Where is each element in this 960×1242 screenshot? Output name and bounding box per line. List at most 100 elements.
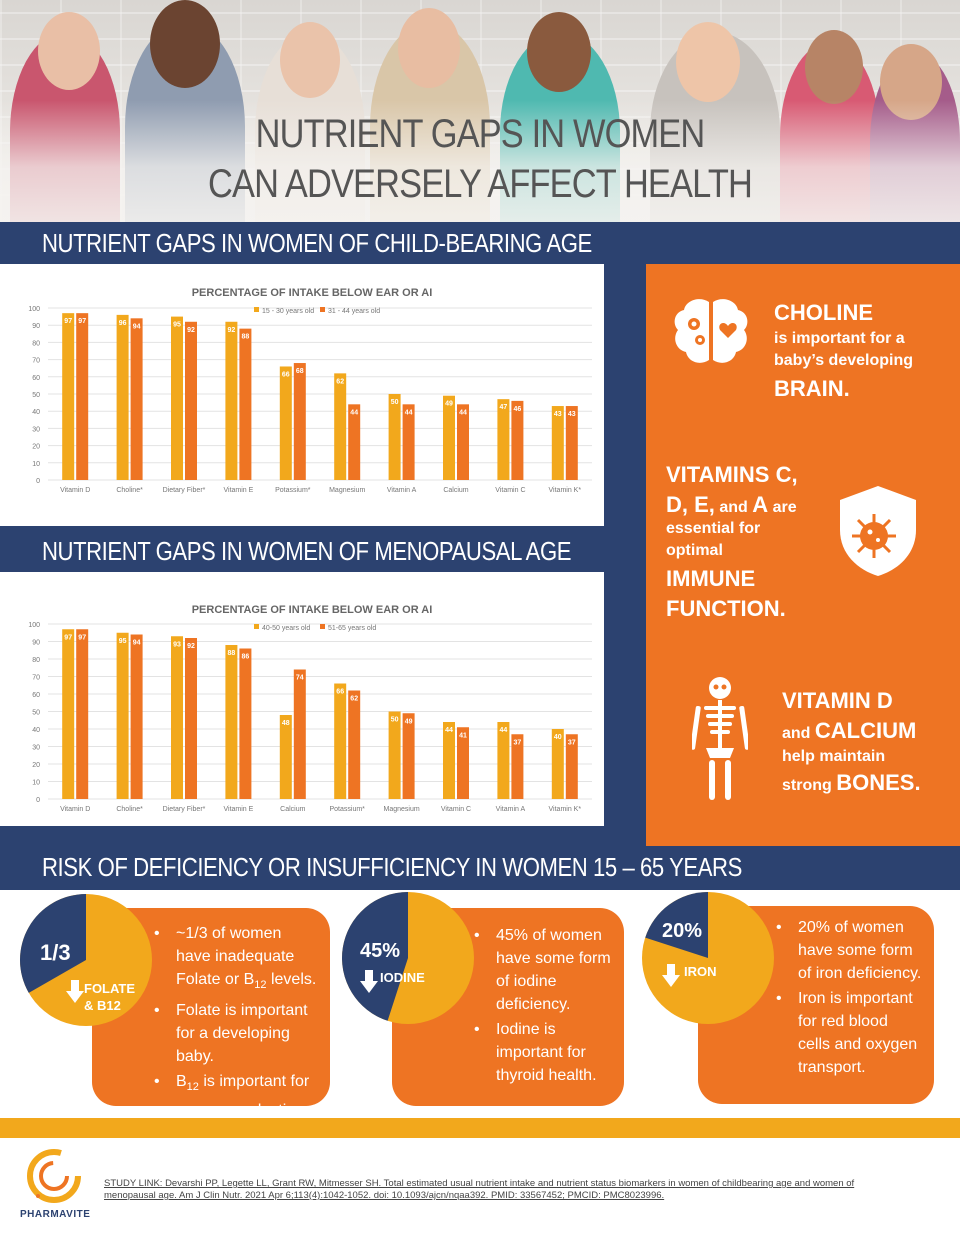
y-tick-label: 10 [32,780,40,787]
bones-line-2: and CALCIUM [782,718,917,743]
bar-value-label: 92 [228,327,236,334]
bar-value-label: 88 [242,334,250,341]
pie-label-folate: FOLATE & B12 [84,981,136,1013]
choline-heading: CHOLINE [774,300,873,325]
y-tick-label: 90 [32,323,40,330]
x-tick-label: Potassium* [275,487,311,494]
x-tick-label: Vitamin E [223,487,253,494]
bar-value-label: 62 [350,696,358,703]
bar-value-label: 92 [187,643,195,650]
legend-swatch [320,624,325,629]
bar [171,636,183,799]
bar [185,638,197,799]
legend-label: 15 - 30 years old [262,308,314,315]
bar-value-label: 37 [514,739,522,746]
bar [402,404,415,480]
choline-line-1: is important for a [774,330,905,347]
shield-virus-icon [840,486,916,576]
bar [293,363,306,480]
bar [388,394,401,480]
bar-value-label: 43 [554,411,562,418]
bar-value-label: 50 [391,717,399,724]
chart-title: PERCENTAGE OF INTAKE BELOW EAR OR AI [192,287,433,299]
pharmavite-logo-icon [27,1149,81,1203]
legend-label: 31 - 44 years old [328,308,380,315]
bar-value-label: 96 [119,320,127,327]
pie-folate [19,894,152,1026]
bar-value-label: 47 [500,404,508,411]
down-arrow-icon [66,980,84,1004]
bar-value-label: 93 [173,641,181,648]
brain-icon [674,299,748,363]
bar-value-label: 62 [336,378,344,385]
vitamins-line-6: FUNCTION. [666,596,786,621]
legend-label: 51-65 years old [328,625,376,632]
bar [388,711,401,799]
y-tick-label: 0 [36,797,40,804]
bar [76,629,89,799]
bar-value-label: 86 [242,654,250,661]
pie-value-iodine: 45% [360,940,401,962]
bar [565,406,578,480]
bar [130,318,143,480]
bar [62,313,75,480]
bar [225,645,238,799]
y-tick-label: 100 [28,306,40,313]
bar [457,727,469,799]
x-tick-label: Vitamin K* [549,487,582,494]
risk-card-iron: 20% of women have some form of iron defi… [698,906,934,1104]
choline-line-2: baby’s developing [774,352,913,369]
legend-swatch [254,624,259,629]
bar-value-label: 97 [78,318,86,325]
pie-deficient-slice [645,892,708,958]
x-tick-label: Vitamin A [496,806,526,813]
bar [239,328,252,480]
pie-label-iodine: IODINE [380,970,425,985]
y-tick-label: 90 [32,640,40,647]
divider-bar [0,1118,960,1138]
band-child-bearing [0,222,960,264]
study-citation-link[interactable]: STUDY LINK: Devarshi PP, Legette LL, Gra… [104,1178,855,1201]
bar [334,373,347,480]
y-tick-label: 80 [32,657,40,664]
x-tick-label: Dietary Fiber* [163,806,206,813]
bar-value-label: 44 [459,409,467,416]
bar [334,683,347,799]
x-tick-label: Calcium [280,806,305,813]
bar [443,395,455,480]
iodine-bullet-1: 45% of women have some form of iodine de… [470,924,612,1016]
bar [565,734,578,799]
bar [62,629,75,799]
y-tick-label: 100 [28,622,40,629]
bar [239,648,252,799]
x-tick-label: Magnesium [329,487,365,494]
bar [497,399,510,480]
y-tick-label: 20 [32,444,40,451]
x-tick-label: Vitamin A [387,487,417,494]
x-tick-label: Vitamin E [223,806,253,813]
nutrient-benefits-panel: CHOLINE is important for a baby’s develo… [646,264,960,846]
bar [497,722,510,799]
bones-line-4: strong BONES. [782,770,921,795]
y-tick-label: 40 [32,727,40,734]
bar-value-label: 88 [228,650,236,657]
bar-value-label: 50 [391,399,399,406]
pie-value-folate: 1/3 [40,940,71,965]
bar [116,632,129,799]
bar [402,713,415,799]
bones-line-3: help maintain [782,748,886,765]
y-tick-label: 60 [32,692,40,699]
bar-value-label: 95 [173,322,181,329]
y-tick-label: 20 [32,762,40,769]
bar-value-label: 95 [119,638,127,645]
down-arrow-icon [662,964,680,988]
x-tick-label: Calcium [443,487,468,494]
y-tick-label: 0 [36,478,40,485]
x-tick-label: Magnesium [384,806,420,813]
y-tick-label: 50 [32,392,40,399]
bar-value-label: 74 [296,675,304,682]
x-tick-label: Choline* [116,806,143,813]
bar-value-label: 68 [296,368,304,375]
bar-value-label: 97 [78,634,86,641]
y-tick-label: 30 [32,745,40,752]
